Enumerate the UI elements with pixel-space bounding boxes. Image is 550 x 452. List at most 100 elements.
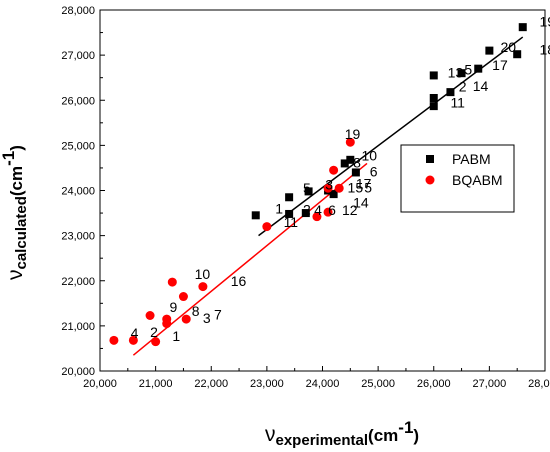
y-tick-label: 25,000 — [61, 140, 95, 152]
point-pabm — [457, 69, 466, 78]
point-number-label: 8 — [353, 155, 361, 171]
y-tick-label: 21,000 — [61, 321, 95, 333]
point-bqabm — [323, 207, 333, 217]
y-axis-title-unit-sup: -1 — [0, 151, 18, 166]
point-pabm — [340, 159, 349, 168]
point-bqabm — [167, 277, 177, 287]
point-bqabm — [151, 337, 161, 347]
point-bqabm — [181, 314, 191, 324]
point-number-label: 19 — [345, 126, 361, 142]
x-tick-label: 26,000 — [417, 378, 451, 390]
x-axis-title: νexperimental(cm-1) — [265, 418, 419, 449]
point-bqabm — [198, 282, 208, 292]
point-pabm — [351, 168, 360, 177]
point-number-label: 1 — [172, 328, 180, 344]
point-number-label: 2 — [459, 79, 467, 95]
point-pabm — [485, 46, 494, 55]
point-pabm — [518, 23, 527, 32]
point-number-label: 8 — [192, 303, 200, 319]
point-number-label: 1 — [275, 201, 283, 217]
point-number-label: 9 — [170, 299, 178, 315]
point-bqabm — [312, 212, 322, 222]
x-tick-label: 21,000 — [139, 378, 173, 390]
point-pabm — [285, 209, 294, 218]
fit-line-bqabm — [132, 162, 368, 356]
y-tick-label: 26,000 — [61, 95, 95, 107]
point-number-label: 12 — [342, 202, 358, 218]
point-bqabm — [334, 183, 344, 193]
point-number-label: 3 — [203, 310, 211, 326]
x-axis-title-sub: experimental — [276, 432, 369, 449]
y-tick-label: 28,000 — [61, 5, 95, 17]
point-number-label: 14 — [353, 195, 369, 211]
point-pabm — [304, 187, 313, 196]
point-number-label: 17 — [356, 175, 372, 191]
point-number-label: 15 — [348, 179, 364, 195]
point-number-label: 3 — [325, 177, 333, 193]
point-number-label: 6 — [328, 202, 336, 218]
point-pabm — [429, 102, 438, 111]
point-number-label: 4 — [131, 325, 139, 341]
x-tick-label: 25,000 — [361, 378, 395, 390]
y-axis-title-sub: calculated — [13, 196, 30, 269]
point-bqabm — [178, 292, 188, 302]
point-number-label: 14 — [473, 78, 489, 94]
point-pabm — [285, 193, 294, 202]
x-tick-label: 22,000 — [194, 378, 228, 390]
y-tick-label: 23,000 — [61, 231, 95, 243]
y-axis-title: νcalculated(cm-1) — [0, 145, 30, 280]
x-axis-title-unit-sup: -1 — [398, 418, 413, 437]
y-tick-label: 24,000 — [61, 186, 95, 198]
legend-label-pabm: PABM — [452, 151, 491, 167]
x-tick-label: 27,000 — [473, 378, 507, 390]
legend: PABM BQABM — [400, 144, 515, 213]
point-pabm — [446, 88, 455, 97]
point-number-label: 2 — [303, 201, 311, 217]
point-number-label: 20 — [501, 39, 517, 55]
point-pabm — [329, 190, 338, 199]
point-pabm — [301, 209, 310, 218]
point-number-label: 13 — [448, 64, 464, 80]
point-number-label: 7 — [214, 307, 222, 323]
point-bqabm — [323, 183, 333, 193]
axis-ticks: 20,000 21,000 22,000 23,000 24,000 25,000 26,0… — [61, 5, 550, 390]
x-tick-label: 23,000 — [250, 378, 284, 390]
y-axis-title-unit: (cm — [7, 166, 26, 196]
point-number-label: 11 — [284, 214, 299, 230]
y-axis-title-main: ν — [4, 270, 27, 281]
point-pabm — [513, 50, 522, 59]
point-number-label: 5 — [303, 180, 311, 196]
point-bqabm — [345, 137, 355, 147]
point-pabm — [429, 71, 438, 80]
point-bqabm — [128, 335, 138, 345]
data-markers — [109, 23, 527, 347]
point-pabm — [474, 64, 483, 73]
legend-box — [400, 144, 515, 213]
y-tick-label: 22,000 — [61, 276, 95, 288]
point-number-label: 16 — [231, 273, 247, 289]
y-tick-label: 20,000 — [61, 366, 95, 378]
point-bqabm — [145, 310, 155, 320]
point-pabm — [251, 211, 260, 220]
point-bqabm — [162, 314, 172, 324]
point-number-label: 11 — [450, 95, 465, 111]
y-axis-title-unit-close: ) — [7, 145, 26, 151]
x-tick-label: 24,000 — [306, 378, 340, 390]
point-number-label: 2 — [150, 324, 158, 340]
point-pabm — [429, 93, 438, 102]
x-tick-label: 20,000 — [83, 378, 117, 390]
point-bqabm — [329, 165, 339, 175]
point-bqabm — [262, 222, 272, 232]
x-axis-title-unit-close: ) — [413, 426, 419, 445]
point-number-label: 6 — [370, 164, 378, 180]
point-number-label: 10 — [361, 147, 377, 163]
x-axis-title-unit: (cm — [368, 426, 398, 445]
x-axis-title-main: ν — [265, 423, 276, 446]
point-number-label: 5 — [364, 179, 372, 195]
point-pabm — [346, 155, 355, 164]
x-tick-label: 28,000 — [528, 378, 550, 390]
point-number-label: 5 — [464, 62, 472, 78]
point-number-label: 17 — [492, 57, 508, 73]
legend-label-bqabm: BQABM — [452, 172, 503, 188]
